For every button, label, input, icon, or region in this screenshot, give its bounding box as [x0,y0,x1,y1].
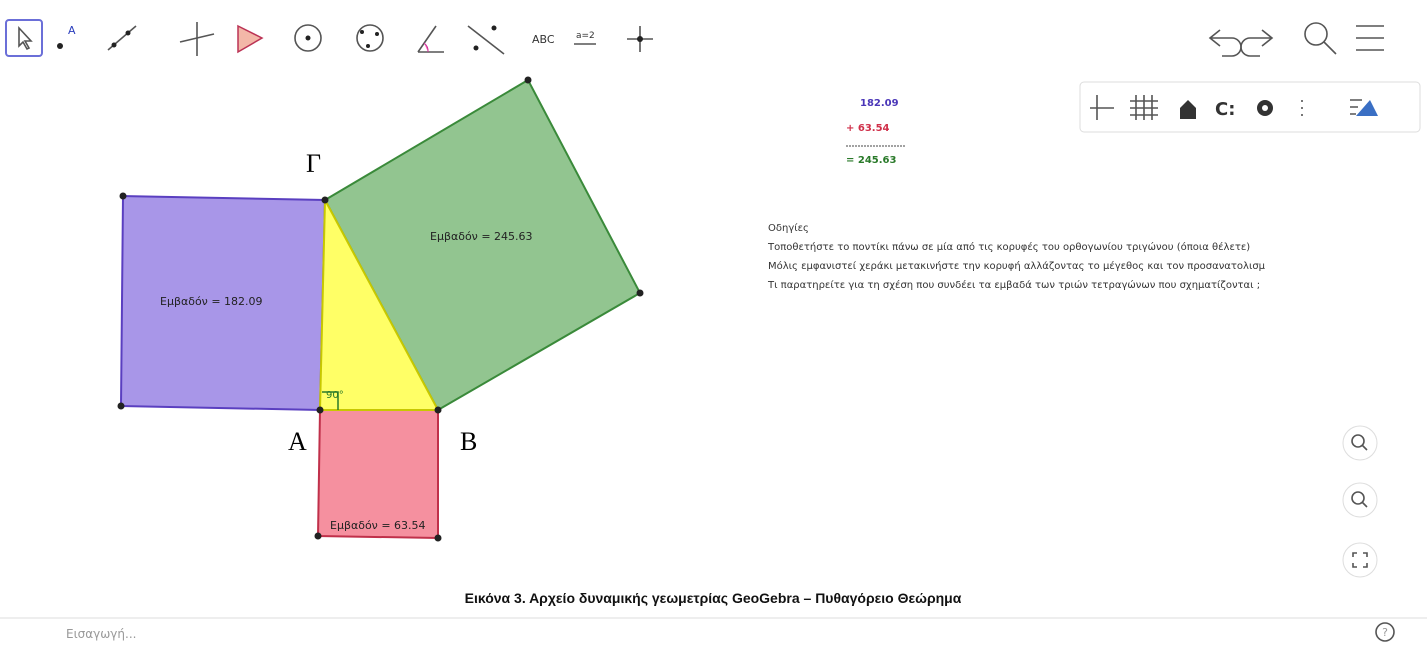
zoom-out[interactable] [1343,483,1377,517]
vertex-label: A [288,427,307,456]
caption: Εικόνα 3. Αρχείο δυναμικής γεωμετρίας Ge… [465,590,962,606]
area-label: Εμβαδόν = 182.09 [160,295,263,308]
svg-text:A: A [68,24,76,37]
search[interactable] [1305,23,1336,54]
instruction-line: Μόλις εμφανιστεί χεράκι μετακινήστε την … [768,260,1266,272]
instructions: Οδηγίες Τοποθετήστε το ποντίκι πάνω σε μ… [767,222,1266,291]
toolbar: A ABC a=2 [6,20,1384,56]
redo[interactable] [1241,30,1272,56]
sum-term: + 63.54 [846,123,890,134]
vertex-label: Γ [306,149,321,178]
circle-3pt-tool[interactable] [357,25,383,51]
slider-tool[interactable]: a=2 [576,31,595,41]
move-tool[interactable] [6,20,42,56]
reflect-tool[interactable] [468,26,504,55]
circle-tool[interactable] [295,25,321,51]
line-tool[interactable] [108,26,136,50]
polygon-tool[interactable] [238,26,262,52]
area-label: Εμβαδόν = 63.54 [330,519,426,532]
svg-text:?: ? [1382,626,1388,639]
menu[interactable] [1356,26,1384,50]
area-sum: 182.09 + 63.54 = 245.63 [846,98,906,166]
move-view-tool[interactable] [627,26,653,52]
text-tool[interactable]: ABC [532,33,555,46]
vertex-label: B [460,427,477,456]
instructions-title: Οδηγίες [768,222,809,234]
geogebra-window: A ABC a=2 C: 90° [0,0,1427,653]
zoom-controls [1343,426,1377,577]
instruction-line: Τι παρατηρείτε για τη σχέση που συνδέει … [767,279,1260,291]
geometry: 90° Γ A B Εμβαδόν = 182.09 Εμβαδόν = 245… [118,77,644,542]
style-bar: C: [1080,82,1420,132]
perpendicular-tool[interactable] [180,22,214,56]
labeling-button[interactable]: C: [1215,99,1235,120]
area-label: Εμβαδόν = 245.63 [430,230,533,243]
sum-total: = 245.63 [846,155,896,166]
zoom-in[interactable] [1343,426,1377,460]
undo[interactable] [1210,30,1241,56]
help-button[interactable]: ? [1376,623,1394,641]
angle-tool[interactable] [418,26,444,52]
fullscreen[interactable] [1343,543,1377,577]
point-tool[interactable]: A [57,24,76,49]
instruction-line: Τοποθετήστε το ποντίκι πάνω σε μία από τ… [767,241,1250,253]
sum-term: 182.09 [860,98,899,109]
input-bar[interactable]: Εισαγωγή... [66,627,136,641]
angle-label: 90° [326,390,344,401]
